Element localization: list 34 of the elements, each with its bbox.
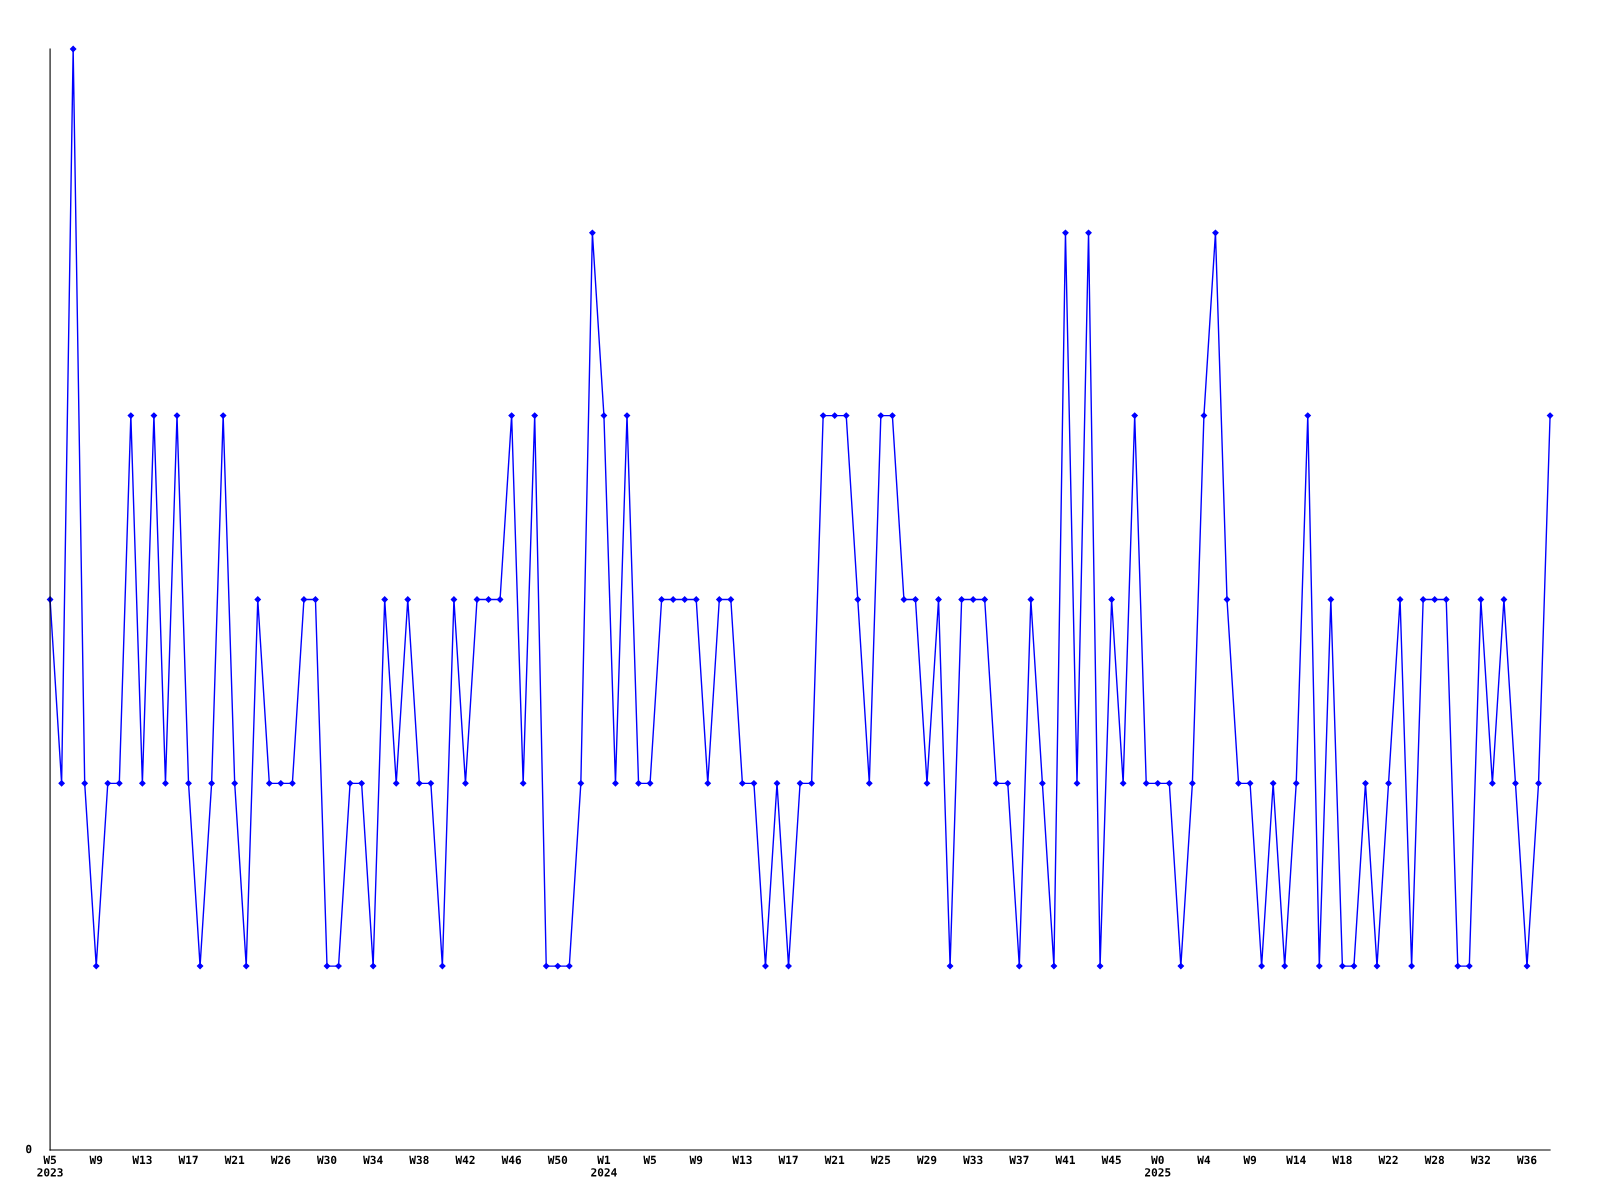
x-tick-label: W4 [1197,1155,1211,1164]
text: 0 [26,1144,32,1154]
x-tick-label: W9 [1243,1155,1257,1165]
x-tick-label: W37 [1009,1155,1029,1165]
x-tick-label: W13 [132,1155,152,1165]
x-tick-label: W17 [178,1155,198,1164]
x-tick-label: W30 [316,1155,337,1165]
x-tick-label: W29 [916,1155,937,1165]
x-tick-label: W42 [455,1155,475,1164]
x-tick-label: W18 [1332,1155,1352,1165]
x-tick-label: W28 [1424,1155,1445,1165]
x-tick-label: W45 [1101,1155,1121,1165]
x-tick-label: W9 [89,1155,103,1165]
x-tick-label: W22 [1378,1155,1398,1164]
x-tick-label: W9 [689,1155,703,1165]
x-tick-label: W38 [409,1155,429,1165]
x-tick-label: W21 [824,1155,845,1164]
x-tick-label: W33 [963,1155,983,1165]
x-tick-label: W25 [870,1155,891,1165]
x-tick-label: W32 [1470,1155,1490,1165]
x-tick-label: W0 2025 [1145,1155,1171,1177]
x-tick-label: W21 [224,1155,245,1164]
x-tick-label: W34 [363,1155,383,1165]
x-tick-label: W13 [732,1155,752,1165]
x-tick-label: W50 [547,1155,568,1165]
x-tick-label: W5 2023 [37,1155,63,1177]
x-tick-label: W41 [1055,1155,1075,1164]
x-tick-label: W17 [778,1155,798,1164]
x-tick-label: W14 [1286,1155,1306,1164]
x-tick-label: W1 2024 [591,1155,617,1177]
x-tick-label: W26 [270,1155,291,1165]
x-tick-label: W36 [1516,1155,1537,1165]
x-tick-label: W5 [643,1155,657,1165]
x-tick-label: W46 [501,1155,522,1165]
